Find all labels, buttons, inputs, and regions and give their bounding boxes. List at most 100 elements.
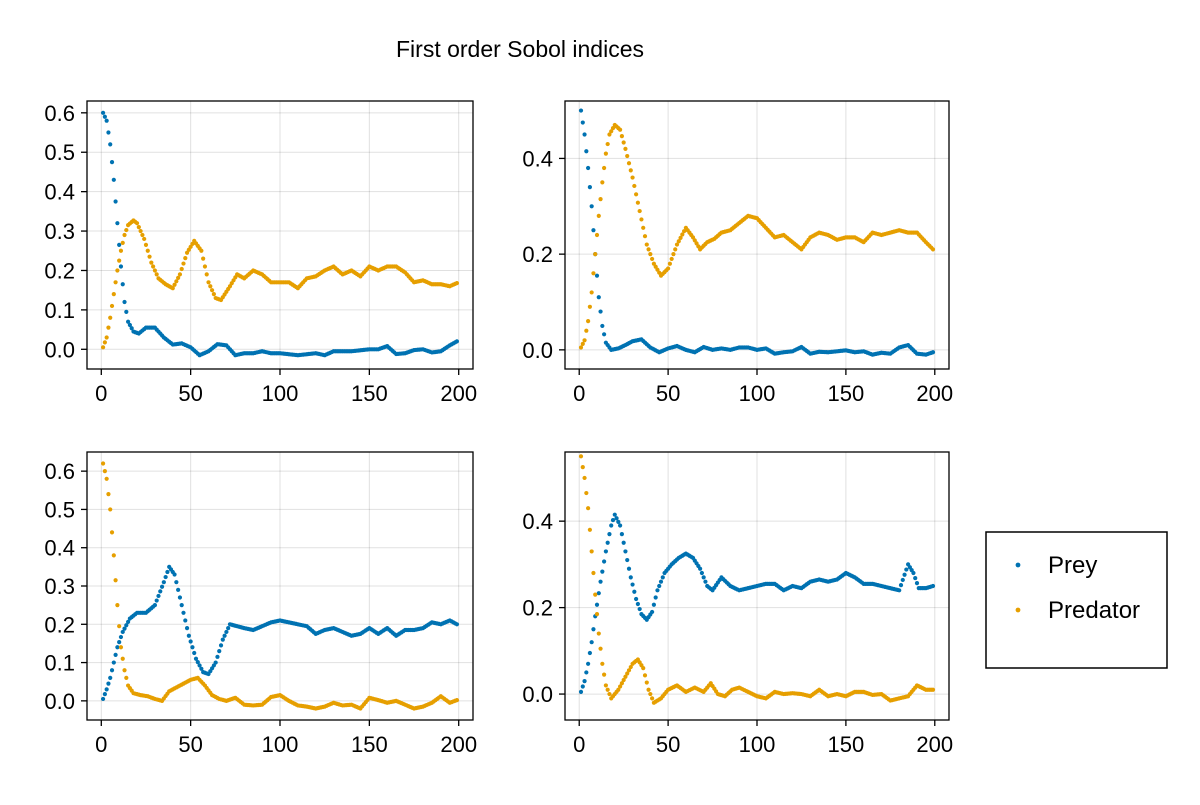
data-point: [642, 234, 648, 239]
data-point: [177, 272, 183, 277]
data-point: [100, 345, 106, 350]
data-point: [621, 677, 626, 683]
data-point: [117, 624, 122, 629]
data-point: [199, 666, 204, 671]
data-point: [589, 640, 594, 645]
data-point: [183, 618, 188, 623]
data-point: [930, 247, 936, 252]
data-point: [619, 681, 624, 686]
data-point: [603, 549, 608, 554]
data-point: [215, 654, 220, 659]
data-point: [102, 692, 107, 697]
data-point: [143, 242, 149, 247]
data-point: [204, 272, 209, 277]
data-point: [628, 575, 633, 580]
data-point: [699, 570, 704, 576]
y-tick-label: 0.4: [44, 180, 75, 205]
data-point: [623, 146, 628, 151]
data-point: [104, 118, 109, 123]
x-tick-label: 150: [828, 381, 865, 406]
data-point: [149, 260, 154, 265]
data-point: [626, 668, 632, 673]
data-point: [115, 268, 120, 273]
data-point: [115, 645, 120, 650]
data-point: [594, 232, 600, 238]
data-point: [898, 583, 904, 588]
data-point: [104, 335, 109, 340]
data-point: [106, 681, 111, 686]
series-prey: [578, 108, 936, 357]
data-point: [176, 587, 181, 592]
data-point: [208, 284, 213, 289]
data-point: [124, 227, 129, 233]
data-point: [106, 130, 111, 135]
data-point: [217, 648, 222, 654]
data-point: [190, 645, 195, 650]
data-point: [586, 165, 591, 171]
data-point: [108, 142, 113, 147]
data-point: [578, 345, 584, 350]
data-point: [100, 461, 106, 466]
data-point: [634, 192, 639, 197]
x-tick-label: 50: [656, 732, 680, 757]
data-point: [122, 299, 127, 305]
data-point: [678, 235, 683, 240]
data-point: [602, 332, 607, 337]
data-point: [680, 232, 685, 237]
series-predator: [578, 122, 936, 350]
data-point: [596, 631, 601, 636]
series-prey: [578, 512, 936, 695]
data-point: [641, 666, 646, 671]
data-point: [625, 153, 630, 159]
data-point: [134, 221, 140, 226]
data-point: [594, 602, 600, 607]
data-point: [630, 582, 635, 587]
data-point: [220, 637, 225, 642]
data-point: [698, 566, 703, 571]
subplot-bottom-left: 0 50 100 150 200 0.0 0.1 0.2 0.3 0.4 0.5 0.6: [44, 451, 477, 757]
data-point: [650, 696, 655, 701]
data-point: [626, 566, 632, 571]
data-point: [648, 691, 653, 697]
data-point: [111, 177, 116, 182]
data-point: [118, 645, 124, 650]
data-point: [152, 603, 158, 608]
data-point: [102, 114, 107, 119]
subplot-top-left: 0 50 100 150 200 0.0 0.1 0.2 0.3 0.4 0.5 0.6: [44, 100, 477, 406]
data-point: [113, 280, 118, 285]
legend-marker-prey: [1015, 562, 1021, 568]
data-point: [580, 120, 585, 125]
data-point: [591, 627, 596, 632]
data-point: [142, 236, 147, 242]
data-point: [584, 490, 589, 496]
data-point: [209, 288, 215, 293]
data-point: [188, 639, 193, 644]
data-point: [626, 161, 632, 166]
data-point: [109, 530, 115, 535]
data-point: [904, 567, 909, 572]
data-point: [897, 588, 902, 593]
data-point: [584, 149, 589, 154]
data-point: [602, 559, 607, 564]
data-point: [598, 309, 603, 314]
data-point: [634, 596, 639, 602]
x-tick-label: 150: [351, 381, 388, 406]
x-tick-label: 0: [95, 381, 107, 406]
data-point: [703, 579, 708, 584]
data-point: [213, 660, 218, 665]
subplot-top-right: 0 50 100 150 200 0.0 0.2 0.4: [522, 100, 953, 406]
data-point: [117, 242, 122, 247]
data-point: [106, 492, 111, 497]
data-point: [930, 687, 936, 692]
data-point: [630, 175, 635, 180]
series-predator: [100, 461, 460, 711]
data-point: [218, 643, 224, 648]
data-point: [122, 626, 127, 631]
data-point: [165, 569, 170, 575]
x-tick-label: 200: [440, 732, 477, 757]
data-point: [154, 272, 159, 277]
data-point: [641, 225, 646, 230]
data-point: [108, 675, 113, 680]
data-point: [580, 341, 585, 346]
data-point: [587, 527, 592, 532]
